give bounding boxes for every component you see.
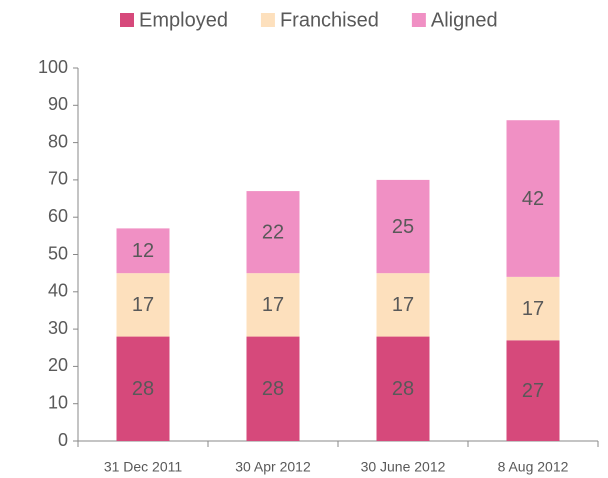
y-tick-label: 10	[48, 392, 68, 412]
x-tick-label: 30 June 2012	[361, 459, 446, 475]
data-label: 17	[392, 294, 414, 316]
bar-segment	[116, 336, 170, 441]
x-tick-label: 31 Dec 2011	[104, 459, 183, 475]
data-label: 17	[132, 294, 154, 316]
data-label: 28	[262, 378, 284, 400]
legend-label: Aligned	[431, 9, 498, 31]
data-label: 17	[522, 298, 544, 320]
legend-swatch	[411, 13, 426, 27]
data-label: 28	[392, 378, 414, 400]
data-label: 12	[132, 240, 154, 262]
bar-segment	[506, 340, 560, 441]
legend-swatch	[260, 13, 275, 27]
y-tick-label: 60	[48, 206, 68, 226]
bar-segment	[506, 276, 560, 341]
legend-label: Franchised	[280, 9, 379, 31]
bar-segment	[116, 228, 170, 274]
bar-segment	[246, 336, 300, 441]
y-tick-label: 0	[58, 430, 68, 450]
data-label: 27	[522, 380, 544, 402]
y-tick-label: 40	[48, 281, 68, 301]
y-tick-label: 20	[48, 355, 68, 375]
x-tick-label: 8 Aug 2012	[498, 459, 569, 475]
y-tick-label: 30	[48, 318, 68, 338]
y-tick-label: 70	[48, 169, 68, 189]
data-label: 22	[262, 221, 284, 243]
bar-segment	[376, 179, 430, 274]
bar-segment	[116, 273, 170, 337]
legend-label: Employed	[139, 9, 228, 31]
data-label: 42	[522, 188, 544, 210]
data-label: 25	[392, 216, 414, 238]
y-tick-label: 90	[48, 94, 68, 114]
y-tick-label: 100	[38, 57, 68, 77]
legend-swatch	[120, 13, 134, 27]
bar-segment	[506, 120, 560, 277]
y-tick-label: 50	[48, 243, 68, 263]
bar-segment	[246, 191, 300, 274]
y-tick-label: 80	[48, 131, 68, 151]
data-label: 28	[132, 378, 154, 400]
bar-segment	[246, 273, 300, 337]
bar-segment	[376, 336, 430, 441]
bar-segment	[376, 273, 430, 337]
x-tick-label: 30 Apr 2012	[235, 459, 311, 475]
data-label: 17	[262, 294, 284, 316]
